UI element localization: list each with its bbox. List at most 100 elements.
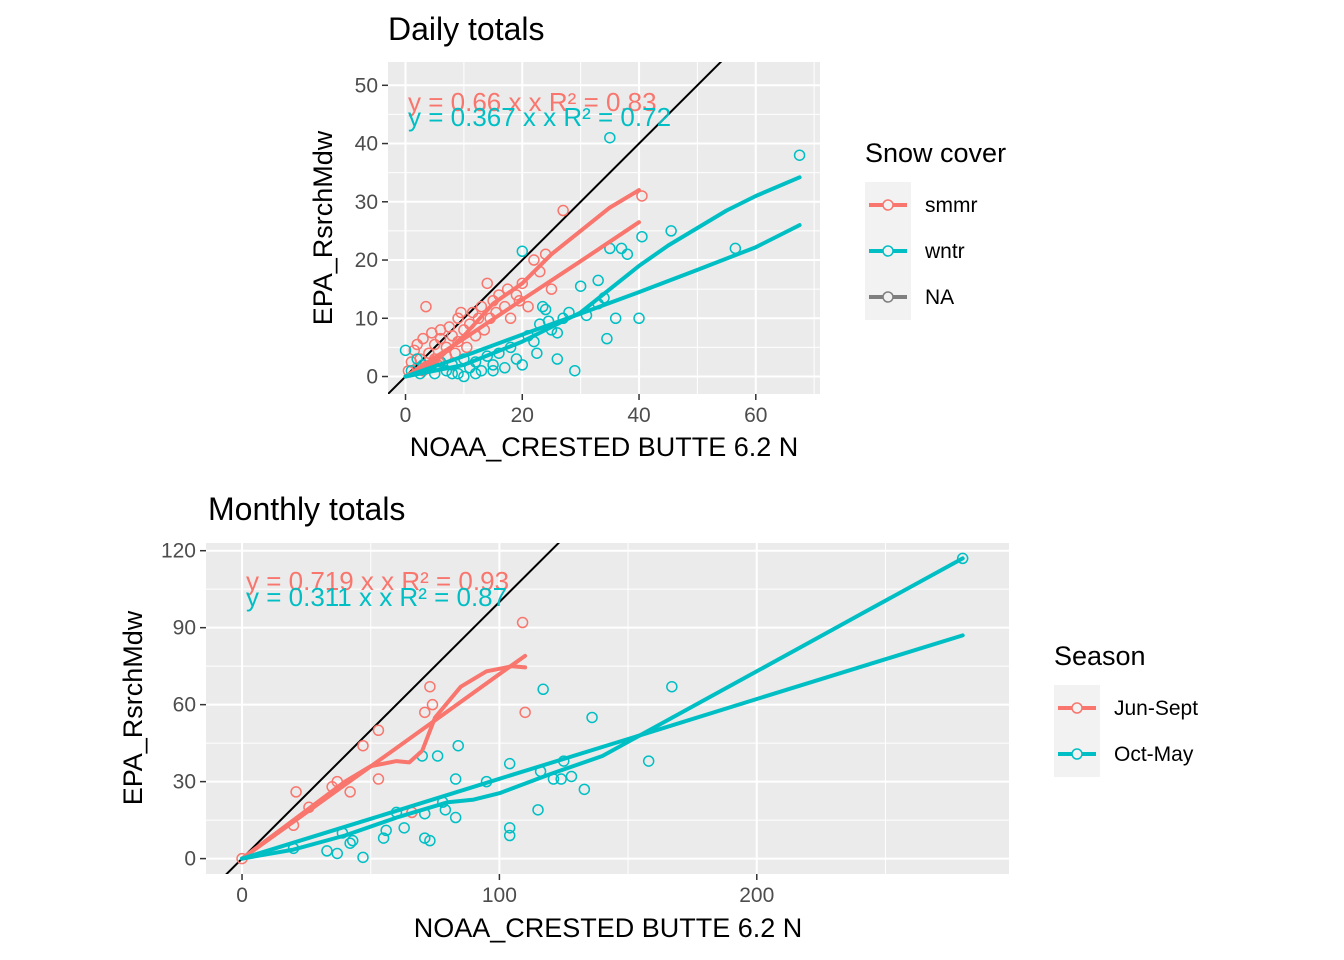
legend-key-marker <box>882 245 894 257</box>
data-point <box>344 837 356 849</box>
data-point <box>636 230 648 243</box>
x-axis-title: NOAA_CRESTED BUTTE 6.2 N <box>414 913 803 943</box>
data-point <box>592 274 604 287</box>
gridlines <box>206 543 1009 874</box>
data-point <box>290 786 302 798</box>
data-point <box>516 616 529 629</box>
regression-equation: y = 0.367 x x R² = 0.72 <box>408 102 671 132</box>
data-point <box>472 312 485 325</box>
legend-key-marker <box>1071 702 1083 714</box>
fit-line <box>240 664 528 861</box>
x-axis-title: NOAA_CRESTED BUTTE 6.2 N <box>410 432 799 462</box>
data-point <box>411 338 423 351</box>
data-point <box>411 353 423 365</box>
data-point <box>621 248 634 260</box>
y-tick-label: 30 <box>173 771 196 794</box>
data-point <box>601 332 613 345</box>
data-point <box>565 770 578 783</box>
y-tick-label: 50 <box>355 74 378 97</box>
legend-label: NA <box>925 286 954 309</box>
data-point <box>357 739 369 752</box>
data-point <box>434 332 447 345</box>
data-point <box>536 300 549 313</box>
legend-label: Jun-Sept <box>1114 697 1198 720</box>
data-point <box>461 341 473 354</box>
data-point <box>516 359 529 371</box>
data-point <box>414 353 426 365</box>
data-point <box>446 330 458 342</box>
data-point <box>522 300 534 313</box>
legend-label: Oct-May <box>1114 743 1194 766</box>
y-tick-label: 0 <box>184 848 196 871</box>
data-point <box>346 834 359 847</box>
y-tick-label: 120 <box>161 540 196 563</box>
data-point <box>532 804 544 816</box>
regression-equation: y = 0.66 x x R² = 0.83 <box>408 87 657 117</box>
data-point <box>510 289 523 301</box>
data-point <box>487 364 499 377</box>
data-point <box>357 851 369 864</box>
regression-equation: y = 0.719 x x R² = 0.93 <box>246 566 509 596</box>
data-point <box>449 811 462 824</box>
data-point <box>424 834 436 847</box>
x-axis-ticks: 0 20 40 60 <box>400 394 767 427</box>
data-point <box>609 312 622 325</box>
y-axis-title: EPA_RsrchMdw <box>308 130 338 325</box>
data-point <box>449 773 462 785</box>
legend-title: Season <box>1054 641 1146 671</box>
y-tick-label: 90 <box>173 617 196 640</box>
y-tick-label: 30 <box>355 191 378 214</box>
data-point <box>428 338 441 351</box>
data-point <box>331 847 344 860</box>
data-point <box>604 131 616 144</box>
data-point <box>455 306 467 319</box>
legend-keys: smmr wntr NA <box>865 182 977 320</box>
y-tick-label: 40 <box>355 133 378 156</box>
data-point <box>458 370 470 383</box>
data-point <box>642 755 655 767</box>
legend: Snow cover smmr wntr NA <box>865 138 1006 320</box>
data-point <box>377 832 390 844</box>
fit-line <box>403 188 641 379</box>
x-tick-label: 20 <box>511 404 534 427</box>
data-point <box>469 367 482 380</box>
fit-lines <box>240 556 965 861</box>
identity-line <box>225 543 561 874</box>
legend-key-marker <box>1071 748 1083 760</box>
data-point <box>417 332 429 345</box>
fit-line <box>240 556 965 861</box>
legend-title: Snow cover <box>865 138 1006 168</box>
data-point <box>551 353 564 365</box>
data-point <box>475 300 488 313</box>
data-point <box>487 359 499 371</box>
x-tick-label: 60 <box>744 404 767 427</box>
data-point <box>420 300 432 313</box>
x-tick-label: 40 <box>627 404 650 427</box>
data-point <box>466 306 479 319</box>
data-point <box>545 283 558 295</box>
equation-annotations: y = 0.719 x x R² = 0.93y = 0.311 x x R² … <box>246 566 509 612</box>
monthly-totals-chart: Monthly totals y = 0.719 x x R² = 0.93y … <box>118 491 1198 943</box>
legend-label: smmr <box>925 194 977 217</box>
data-point <box>452 312 464 325</box>
data-point <box>399 344 412 357</box>
data-point <box>419 706 431 719</box>
data-point <box>516 277 529 290</box>
data-point <box>574 280 587 292</box>
data-point <box>372 773 385 785</box>
data-point <box>666 680 678 693</box>
data-point <box>503 757 516 770</box>
gridlines <box>388 62 820 394</box>
equation-annotations: y = 0.66 x x R² = 0.83y = 0.367 x x R² =… <box>408 87 671 132</box>
data-point <box>504 312 517 325</box>
legend-keys: Jun-Sept Oct-May <box>1054 685 1198 777</box>
data-point <box>475 364 488 377</box>
data-point <box>481 277 493 290</box>
data-point <box>665 225 677 237</box>
data-point <box>344 786 356 798</box>
data-point <box>398 822 410 834</box>
chart-title: Monthly totals <box>208 491 405 527</box>
data-point <box>519 706 531 719</box>
legend-key-marker <box>882 291 894 303</box>
data-point <box>956 552 969 565</box>
